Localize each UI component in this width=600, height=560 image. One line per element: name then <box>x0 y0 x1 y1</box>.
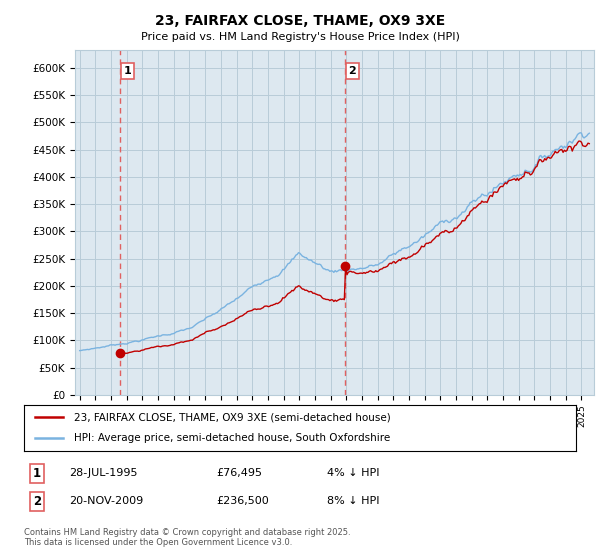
Text: 23, FAIRFAX CLOSE, THAME, OX9 3XE (semi-detached house): 23, FAIRFAX CLOSE, THAME, OX9 3XE (semi-… <box>74 412 391 422</box>
Text: 20-NOV-2009: 20-NOV-2009 <box>69 496 143 506</box>
Text: 8% ↓ HPI: 8% ↓ HPI <box>327 496 380 506</box>
Text: 2: 2 <box>33 494 41 508</box>
Text: 2: 2 <box>349 66 356 76</box>
Text: £236,500: £236,500 <box>216 496 269 506</box>
Text: 4% ↓ HPI: 4% ↓ HPI <box>327 468 380 478</box>
Text: HPI: Average price, semi-detached house, South Oxfordshire: HPI: Average price, semi-detached house,… <box>74 433 390 444</box>
Text: 1: 1 <box>33 466 41 480</box>
Text: Price paid vs. HM Land Registry's House Price Index (HPI): Price paid vs. HM Land Registry's House … <box>140 32 460 43</box>
Text: 23, FAIRFAX CLOSE, THAME, OX9 3XE: 23, FAIRFAX CLOSE, THAME, OX9 3XE <box>155 14 445 28</box>
Text: Contains HM Land Registry data © Crown copyright and database right 2025.
This d: Contains HM Land Registry data © Crown c… <box>24 528 350 547</box>
Text: £76,495: £76,495 <box>216 468 262 478</box>
Text: 28-JUL-1995: 28-JUL-1995 <box>69 468 137 478</box>
Text: 1: 1 <box>124 66 131 76</box>
